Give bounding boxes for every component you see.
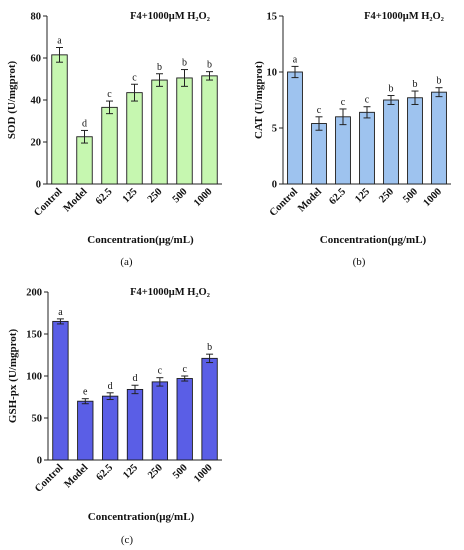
bar (407, 97, 423, 185)
significance-letter: b (207, 60, 212, 71)
bar (51, 54, 68, 185)
x-tick-label: Model (62, 186, 90, 214)
y-tick-label: 0 (37, 456, 42, 467)
significance-letter: b (437, 76, 442, 87)
bar (287, 71, 303, 185)
chart-title: F4+1000μM H₂O₂ (130, 11, 210, 22)
chart-panel-3: 0 50 100 150 200 a Control e Model d 62.5 d 125 c 250 c… (7, 287, 222, 546)
y-tick-label: 100 (26, 372, 42, 383)
bar (201, 75, 218, 185)
x-tick-label: 1000 (421, 186, 444, 209)
bar (52, 320, 69, 461)
x-axis-title: Concentration(μg/mL) (320, 234, 427, 246)
x-tick-label: Control (268, 186, 300, 218)
significance-letter: d (108, 381, 113, 392)
y-tick-label: 150 (26, 330, 42, 341)
significance-letter: d (82, 118, 87, 129)
x-tick-label: 1000 (192, 186, 215, 209)
panel-label: (b) (353, 256, 366, 268)
significance-letter: c (107, 89, 112, 100)
chart-title: F4+1000μM H₂O₂ (130, 287, 210, 298)
x-tick-label: 125 (121, 462, 140, 481)
x-tick-label: Model (296, 186, 324, 214)
y-tick-label: 40 (31, 96, 42, 107)
x-axis-title: Concentration(μg/mL) (87, 234, 194, 246)
y-tick-label: 200 (26, 288, 42, 299)
x-tick-label: 62.5 (94, 186, 115, 207)
chart-title: F4+1000μM H₂O₂ (364, 11, 444, 22)
significance-letter: b (389, 84, 394, 95)
x-tick-label: 250 (146, 462, 165, 481)
panel-label: (a) (120, 256, 133, 268)
x-tick-label: 500 (171, 462, 190, 481)
y-tick-label: 10 (267, 68, 278, 79)
x-tick-label: 62.5 (327, 186, 348, 207)
bar (126, 388, 144, 461)
x-tick-label: 250 (377, 186, 396, 205)
y-tick-label: 20 (31, 138, 42, 149)
panel-label: (c) (121, 534, 134, 546)
x-tick-label: Model (62, 462, 90, 490)
x-tick-label: 500 (401, 186, 420, 205)
bar (101, 395, 119, 461)
significance-letter: c (341, 97, 346, 108)
bar (126, 92, 143, 185)
bar (101, 106, 118, 185)
bar (151, 79, 168, 185)
y-tick-label: 80 (31, 12, 42, 23)
bar (176, 378, 193, 461)
significance-letter: c (132, 72, 137, 83)
y-tick-label: 0 (36, 180, 41, 191)
bar (311, 123, 327, 185)
x-tick-label: 250 (146, 186, 165, 205)
bar (201, 357, 218, 461)
y-tick-label: 60 (31, 54, 42, 65)
x-tick-label: 500 (171, 186, 190, 205)
bar (431, 91, 447, 185)
significance-letter: c (158, 366, 163, 377)
significance-letter: c (182, 364, 187, 375)
significance-letter: b (182, 58, 187, 69)
x-tick-label: 125 (121, 186, 140, 205)
significance-letter: d (133, 373, 138, 384)
y-tick-label: 0 (272, 180, 277, 191)
bar (383, 99, 399, 185)
significance-letter: b (207, 342, 212, 353)
x-tick-label: 1000 (192, 462, 215, 485)
significance-letter: c (317, 105, 322, 116)
significance-letter: b (157, 62, 162, 73)
bar (335, 116, 351, 185)
y-tick-label: 50 (32, 414, 43, 425)
bar (359, 111, 375, 185)
significance-letter: a (57, 36, 62, 47)
significance-letter: b (413, 79, 418, 90)
y-tick-label: 15 (267, 12, 278, 23)
significance-letter: e (83, 387, 88, 398)
bar (151, 381, 169, 461)
y-tick-label: 5 (272, 124, 277, 135)
bar (76, 136, 93, 185)
bar (77, 400, 94, 461)
significance-letter: c (365, 95, 370, 106)
y-axis-title: GSH-px (U/mgprot) (7, 329, 19, 424)
chart-panel-2: 0 5 10 15 a Control c Model c 62.5 c 125 b 250 b 500 b 10… (253, 11, 451, 268)
significance-letter: a (58, 307, 63, 318)
significance-letter: a (293, 54, 298, 65)
x-tick-label: 62.5 (94, 462, 115, 483)
chart-panel-1: 0 20 40 60 80 a Control d Model c 62.5 c 125 b 250 b 500… (6, 11, 222, 268)
x-tick-label: Control (32, 186, 64, 218)
x-tick-label: Control (33, 462, 65, 494)
x-tick-label: 125 (353, 186, 372, 205)
x-axis-title: Concentration(μg/mL) (88, 511, 195, 523)
y-axis-title: SOD (U/mgprot) (6, 61, 18, 140)
y-axis-title: CAT (U/mgprot) (253, 61, 265, 139)
bar (176, 77, 193, 185)
